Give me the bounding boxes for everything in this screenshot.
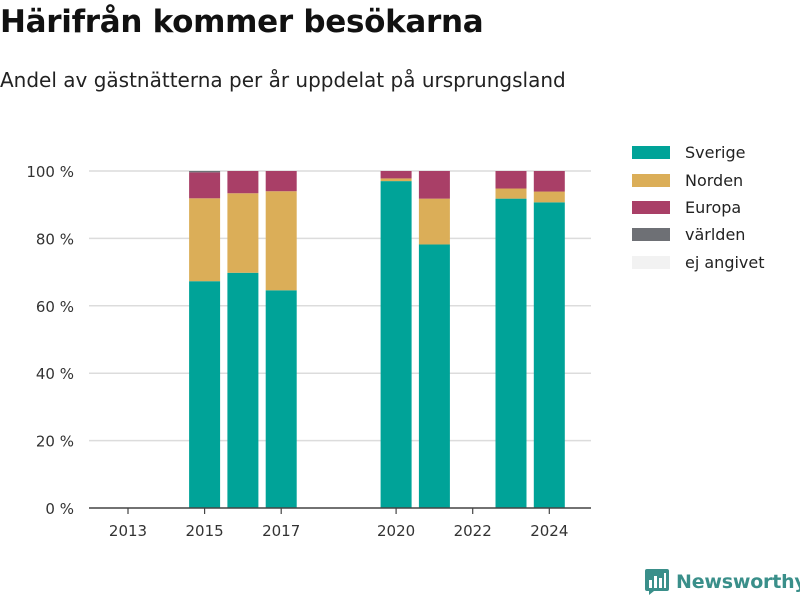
bar-segment: [418, 171, 450, 199]
legend-label: Norden: [685, 170, 744, 190]
chart-legend: Sverige Norden Europa världen ej angivet: [632, 139, 765, 276]
legend-item: Norden: [632, 166, 765, 193]
legend-swatch: [632, 228, 670, 242]
bar-segment: [495, 198, 527, 508]
legend-label: världen: [685, 225, 746, 245]
chart-subtitle: Andel av gästnätterna per år uppdelat på…: [0, 68, 566, 92]
bar-segment: [227, 171, 259, 194]
bar-segment: [495, 188, 527, 199]
legend-swatch: [632, 173, 670, 187]
bar-segment: [189, 198, 221, 282]
bar-segment: [380, 171, 412, 179]
bar-segment: [418, 244, 450, 508]
x-tick-label: 2024: [530, 522, 568, 540]
legend-swatch: [632, 255, 670, 269]
bar-segment: [227, 272, 259, 508]
y-tick-label: 0 %: [45, 500, 74, 518]
x-tick-label: 2022: [454, 522, 492, 540]
bar-segment: [265, 171, 297, 192]
bar-segment: [418, 198, 450, 245]
bar-segment: [380, 181, 412, 509]
newsworthy-branding: Newsworthy: [644, 568, 800, 596]
bar-segment: [227, 193, 259, 273]
legend-item: Europa: [632, 194, 765, 221]
brand-name: Newsworthy: [676, 571, 800, 593]
legend-item: världen: [632, 221, 765, 248]
x-tick-label: 2015: [186, 522, 224, 540]
legend-label: ej angivet: [685, 252, 765, 272]
bar-segment: [533, 191, 565, 203]
y-tick-label: 60 %: [36, 298, 74, 316]
bar-segment: [189, 281, 221, 508]
bar-segment: [189, 172, 221, 199]
legend-label: Sverige: [685, 143, 746, 163]
bar-segment: [265, 191, 297, 291]
bar-segment: [495, 171, 527, 189]
legend-swatch: [632, 146, 670, 160]
bar-segment: [265, 290, 297, 508]
chart-title: Härifrån kommer besökarna: [0, 4, 484, 40]
x-tick-label: 2017: [262, 522, 300, 540]
y-tick-label: 40 %: [36, 365, 74, 383]
bar-segment: [533, 202, 565, 508]
legend-label: Europa: [685, 197, 742, 217]
y-tick-label: 20 %: [36, 433, 74, 451]
bar-segment: [533, 171, 565, 192]
bar-segment: [189, 171, 221, 173]
legend-item: Sverige: [632, 139, 765, 166]
y-tick-label: 80 %: [36, 230, 74, 248]
bar-chart-logo-icon: [645, 569, 669, 595]
bar-segment: [380, 178, 412, 182]
legend-swatch: [632, 200, 670, 214]
x-tick-label: 2020: [377, 522, 415, 540]
y-tick-label: 100 %: [26, 163, 74, 181]
x-tick-label: 2013: [109, 522, 147, 540]
legend-item: ej angivet: [632, 249, 765, 276]
